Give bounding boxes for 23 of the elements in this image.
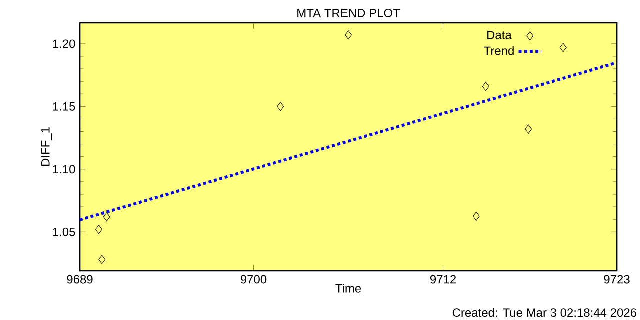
y-axis-title: DIFF_1 [41,128,52,166]
point [560,43,567,52]
x-tick-label: 9723 [604,275,630,284]
y-tick-label: 1.05 [53,228,76,236]
y-tick-label: 1.10 [53,165,76,174]
chart-title: MTA TREND PLOT [298,8,400,18]
point [482,82,490,92]
point [98,255,106,264]
text: Created: Tue Mar 3 02:18:44 2026 [452,308,637,318]
legend-label: Data [488,31,512,40]
point [345,30,352,40]
point [103,212,110,222]
point [95,225,102,234]
x-axis-title: Time [336,284,362,293]
x-tick-label: 9712 [430,275,456,284]
legend-label: Trend [484,46,514,56]
x-tick-label: 9700 [240,275,267,284]
y-tick-label: 1.15 [53,102,76,111]
point [472,212,480,221]
x-tick-label: 9689 [67,275,93,284]
point [277,102,284,112]
point [525,124,532,134]
y-tick-label: 1.20 [53,40,76,48]
